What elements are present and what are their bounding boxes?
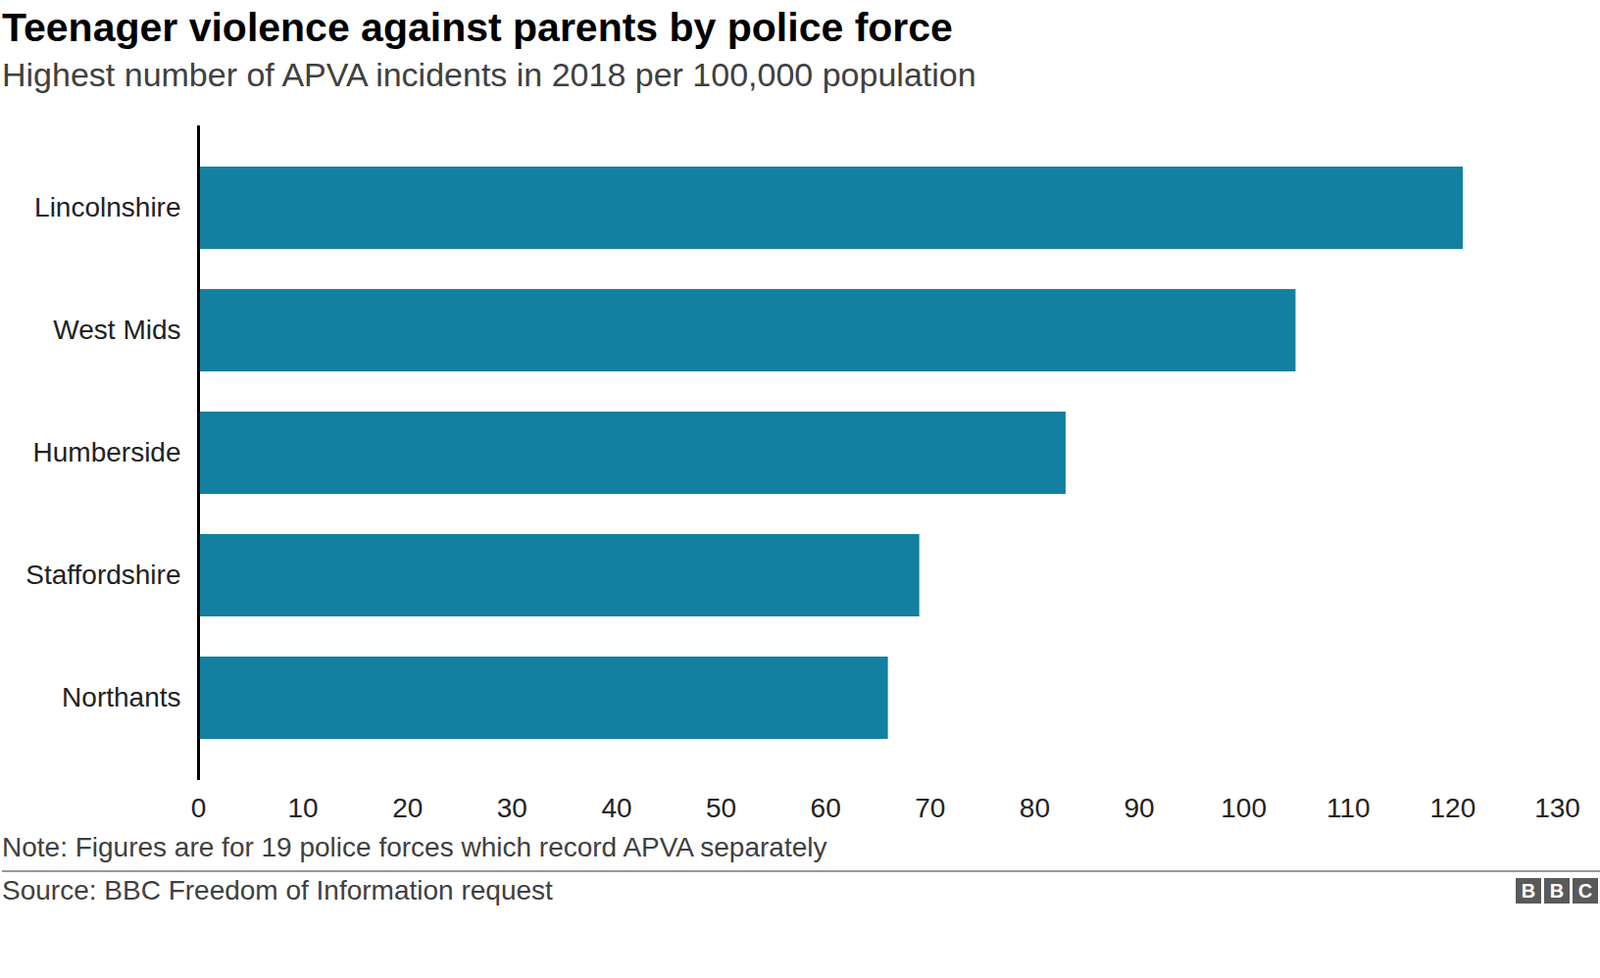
svg-text:120: 120 (1430, 793, 1477, 824)
svg-text:0: 0 (191, 793, 207, 824)
svg-text:40: 40 (600, 793, 632, 824)
svg-text:80: 80 (1019, 793, 1050, 824)
html-text:B: B (1549, 880, 1564, 902)
svg-text:90: 90 (1123, 793, 1154, 824)
svg-text:West Mids: West Mids (52, 314, 181, 346)
svg-text:20: 20 (392, 793, 423, 824)
html-text:C: C (1578, 880, 1593, 902)
html-text:Note: Figures are for 19 polic: Note: Figures are for 19 police forces w… (1, 832, 827, 863)
svg-text:100: 100 (1220, 793, 1267, 824)
svg-text:Staffordshire: Staffordshire (25, 559, 181, 591)
svg-text:Humberside: Humberside (33, 437, 182, 468)
html-text:Highest number of APVA inciden: Highest number of APVA incidents in 2018… (1, 55, 977, 94)
svg-text:Lincolnshire: Lincolnshire (34, 192, 181, 223)
svg-text:70: 70 (914, 793, 946, 824)
svg-text:110: 110 (1326, 793, 1371, 824)
svg-text:60: 60 (810, 793, 842, 824)
svg-text:30: 30 (497, 793, 528, 824)
svg-text:10: 10 (288, 793, 319, 824)
html-text:Teenager violence against pare: Teenager violence against parents by pol… (1, 4, 953, 50)
svg-text:Northants: Northants (61, 682, 181, 713)
svg-text:130: 130 (1534, 793, 1581, 824)
html-text:Source: BBC Freedom of Informa: Source: BBC Freedom of Information reque… (1, 875, 553, 906)
html-text:B: B (1521, 880, 1536, 902)
svg-text:50: 50 (705, 793, 737, 824)
